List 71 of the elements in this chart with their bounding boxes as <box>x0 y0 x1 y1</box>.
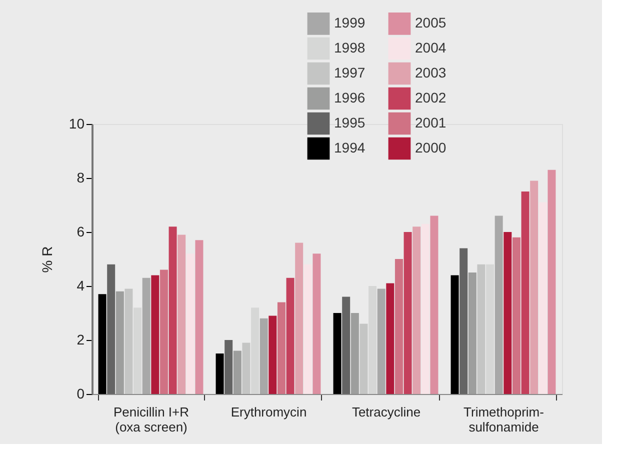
bar <box>142 278 150 394</box>
legend-label: 2002 <box>415 90 446 106</box>
bar <box>242 342 250 394</box>
x-tick-label: Trimethoprim- sulfonamide <box>464 404 544 434</box>
y-axis-title: % R <box>38 246 55 273</box>
bar <box>394 259 403 394</box>
y-tick-label: 4 <box>76 278 85 294</box>
bar <box>530 180 538 394</box>
bar <box>178 234 186 394</box>
legend-label: 2004 <box>415 40 446 56</box>
bar <box>494 216 503 394</box>
bar <box>312 254 321 394</box>
bar <box>134 308 142 394</box>
bar <box>521 192 530 394</box>
y-tick-label: 0 <box>76 386 85 402</box>
bar <box>350 313 359 394</box>
y-tick-label: 6 <box>76 224 85 240</box>
legend-label: 1998 <box>334 40 366 56</box>
bar <box>116 291 124 394</box>
bar <box>548 170 556 394</box>
bar <box>377 288 386 394</box>
x-tick-label: Erythromycin <box>230 404 307 420</box>
bar <box>368 286 377 394</box>
bar <box>160 270 168 394</box>
bar <box>286 278 294 394</box>
legend-label: 2000 <box>415 140 446 156</box>
bar <box>260 318 268 394</box>
bar <box>468 272 476 394</box>
bar <box>251 308 260 394</box>
bar <box>195 240 204 394</box>
y-tick-label: 8 <box>76 170 85 186</box>
bar <box>360 324 368 394</box>
y-tick-label: 2 <box>76 332 85 348</box>
bar <box>412 226 421 394</box>
legend-label: 1999 <box>334 14 366 31</box>
legend-label: 1996 <box>334 90 366 106</box>
bar <box>98 294 106 394</box>
bar <box>268 316 277 394</box>
legend-label: 1997 <box>334 64 366 80</box>
bar <box>538 202 547 394</box>
bar <box>107 264 116 394</box>
bar <box>124 288 133 394</box>
legend-label: 2005 <box>415 14 446 31</box>
bar <box>504 232 512 394</box>
bar <box>224 340 233 394</box>
bar <box>477 264 486 394</box>
bar <box>512 237 520 394</box>
bar <box>186 254 194 394</box>
bar <box>404 232 412 394</box>
y-tick-label: 10 <box>68 116 85 132</box>
legend-label: 1995 <box>334 114 366 130</box>
bar <box>151 275 160 394</box>
bar <box>450 275 459 394</box>
legend-label: 1994 <box>334 140 366 156</box>
bar <box>342 296 350 394</box>
bar <box>486 264 494 394</box>
x-tick-label: Tetracycline <box>352 404 421 420</box>
bar <box>277 302 286 394</box>
bar <box>233 350 242 394</box>
legend-label: 2003 <box>415 64 446 80</box>
bar <box>304 264 312 394</box>
x-tick-label: Penicillin I+R (oxa screen) <box>113 404 190 434</box>
bar <box>295 242 304 394</box>
bar <box>430 216 438 394</box>
bar <box>460 248 468 394</box>
bar <box>386 283 394 394</box>
bar <box>168 226 177 394</box>
legend-label: 2001 <box>415 114 446 130</box>
bar <box>216 354 224 394</box>
bar <box>333 313 342 394</box>
bar <box>421 224 430 394</box>
